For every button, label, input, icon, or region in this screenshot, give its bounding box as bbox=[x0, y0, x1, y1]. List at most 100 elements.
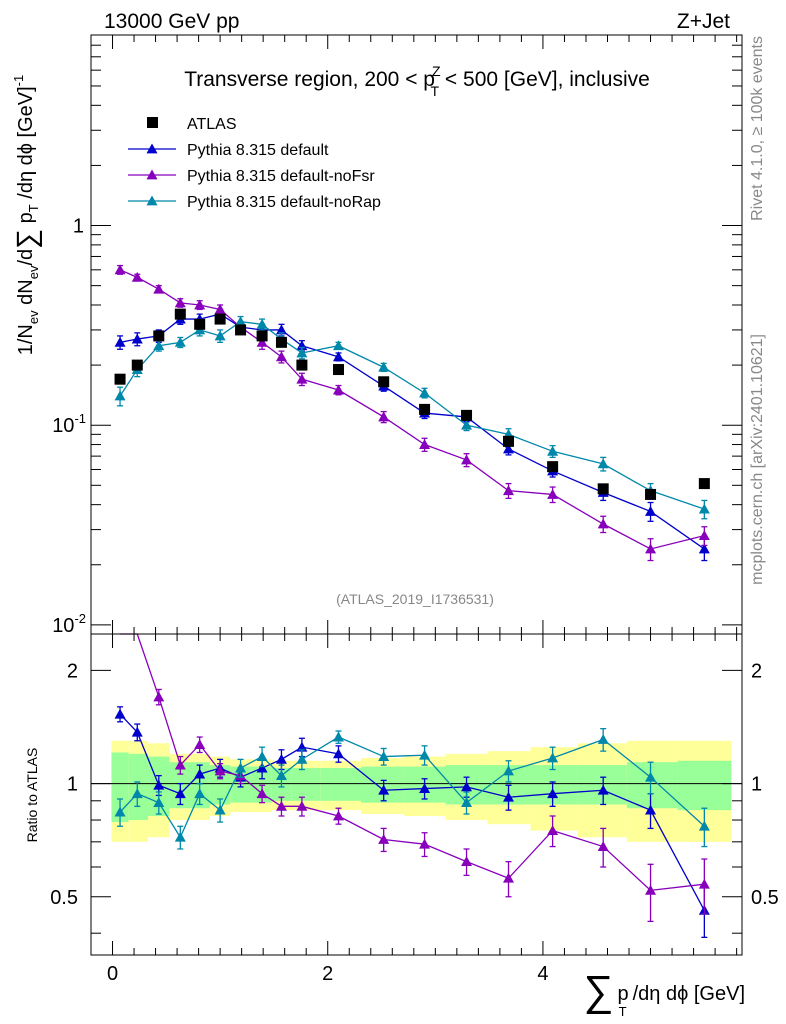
ratio-y-axis-label: Ratio to ATLAS bbox=[24, 748, 40, 843]
series-nofsr-point bbox=[597, 518, 609, 529]
ratio-default-point bbox=[256, 762, 268, 773]
ratio-tick-label-right: 0.5 bbox=[751, 887, 779, 909]
ratio-norap-point bbox=[645, 771, 657, 782]
ratio-norap-point bbox=[378, 751, 390, 761]
band-inner-bin bbox=[530, 765, 578, 805]
series-nofsr-point bbox=[645, 543, 657, 554]
series-nofsr-point bbox=[153, 283, 165, 294]
ratio-default-point bbox=[275, 753, 287, 764]
band-inner-bin bbox=[320, 768, 362, 801]
series-norap-point bbox=[332, 340, 344, 351]
ratio-nofsr-point bbox=[214, 765, 226, 776]
legend-label-default: Pythia 8.315 default bbox=[187, 142, 329, 159]
ratio-tick-label-left: 1 bbox=[67, 774, 78, 796]
mcplots-label: mcplots.cern.ch [arXiv:2401.10621] bbox=[749, 334, 766, 585]
series-norap-point bbox=[214, 330, 226, 341]
ratio-default-point bbox=[194, 768, 206, 779]
atlas-data-point bbox=[419, 403, 431, 415]
ratio-norap-point bbox=[256, 751, 268, 761]
ratio-norap-point bbox=[275, 770, 287, 781]
atlas-data-point bbox=[131, 359, 143, 371]
atlas-data-point bbox=[275, 336, 287, 348]
ratio-default-point bbox=[461, 781, 473, 792]
band-inner-bin bbox=[111, 752, 129, 823]
ratio-default-point bbox=[296, 741, 308, 752]
series-norap-point bbox=[547, 445, 559, 456]
series-nofsr-point bbox=[131, 271, 143, 282]
x-tick-label: 0 bbox=[107, 963, 118, 985]
ratio-norap-point bbox=[114, 806, 126, 817]
ratio-nofsr-point bbox=[332, 810, 344, 821]
series-nofsr-point bbox=[698, 530, 710, 540]
atlas-data-point bbox=[547, 461, 559, 473]
ratio-default-point bbox=[332, 748, 344, 759]
band-inner-bin bbox=[128, 753, 149, 821]
plot-frames bbox=[90, 34, 743, 956]
ratio-nofsr-point bbox=[378, 834, 390, 844]
ratio-norap-point bbox=[597, 734, 609, 744]
ratio-norap-point bbox=[332, 731, 344, 742]
atlas-data-point bbox=[597, 483, 609, 495]
ratio-default-point bbox=[645, 804, 657, 815]
ratio-nofsr-point bbox=[597, 841, 609, 851]
ratio-norap-point bbox=[174, 831, 186, 842]
ratio-norap-point bbox=[698, 820, 710, 831]
series-default-point bbox=[131, 333, 143, 344]
atlas-data-point bbox=[194, 318, 206, 330]
series-default-point bbox=[275, 324, 287, 335]
ratio-nofsr-point bbox=[194, 739, 206, 749]
ratio-tick-label-right: 1 bbox=[751, 774, 762, 796]
analysis-id: (ATLAS_2019_I1736531) bbox=[336, 591, 494, 607]
series-norap-point bbox=[174, 336, 186, 347]
band-inner-bin bbox=[361, 766, 405, 803]
series-default-point bbox=[503, 443, 515, 454]
series-norap-point bbox=[153, 340, 165, 351]
band-inner-bin bbox=[677, 760, 732, 811]
atlas-data-point bbox=[461, 409, 473, 421]
x-tick-label: 2 bbox=[322, 963, 333, 985]
ratio-norap-point bbox=[419, 749, 431, 760]
ratio-nofsr-point bbox=[174, 759, 186, 770]
atlas-data-point bbox=[214, 313, 226, 325]
atlas-data-point bbox=[235, 324, 247, 336]
atlas-data-point bbox=[503, 435, 515, 447]
series-norap-point bbox=[296, 347, 308, 358]
ratio-default-point bbox=[174, 788, 186, 799]
ratio-nofsr-point bbox=[256, 788, 268, 799]
series-nofsr-point bbox=[214, 303, 226, 314]
plot-title: Transverse region, 200 < pZ T < 500 [GeV]… bbox=[184, 63, 650, 99]
ratio-nofsr-point bbox=[503, 872, 515, 883]
ratio-nofsr-point bbox=[153, 691, 165, 702]
tick-labels: 0 2 4 10-2 10-1 1 0.5 0.5 1 1 2 2 bbox=[50, 216, 779, 985]
ratio-norap-point bbox=[461, 797, 473, 808]
y-axis-label: 1/Nev dNev/d∑ pT /dη dϕ [GeV]-1 bbox=[11, 75, 42, 356]
y-tick-label: 10-1 bbox=[52, 411, 86, 437]
series-nofsr-point bbox=[114, 264, 126, 275]
ratio-norap-point bbox=[503, 765, 515, 776]
ratio-default-point bbox=[547, 788, 559, 799]
legend-marker-norap bbox=[146, 195, 158, 206]
atlas-data-point bbox=[296, 359, 308, 371]
ratio-default-point bbox=[503, 791, 515, 802]
series-norap-point bbox=[698, 503, 710, 514]
series-nofsr-line bbox=[119, 269, 705, 550]
collision-label: 13000 GeV pp bbox=[104, 10, 239, 33]
y-tick-label: 10-2 bbox=[52, 611, 86, 637]
ratio-nofsr-point bbox=[296, 800, 308, 811]
rivet-version-label: Rivet 4.1.0, ≥ 100k events bbox=[749, 36, 766, 221]
legend-label-atlas: ATLAS bbox=[187, 116, 237, 133]
band-inner-bin bbox=[291, 768, 321, 801]
ratio-default-point bbox=[597, 784, 609, 795]
legend-marker-nofsr bbox=[146, 169, 158, 180]
series-nofsr-point bbox=[296, 373, 308, 384]
x-tick-label: 4 bbox=[537, 963, 548, 985]
series-norap-point bbox=[419, 387, 431, 398]
series-norap-line bbox=[119, 320, 705, 510]
series-default-point bbox=[114, 336, 126, 347]
series-nofsr-point bbox=[275, 351, 287, 362]
ratio-default-point bbox=[131, 726, 143, 737]
ratio-norap-point bbox=[547, 752, 559, 763]
series-default-point bbox=[332, 351, 344, 362]
atlas-data-point bbox=[378, 376, 390, 388]
